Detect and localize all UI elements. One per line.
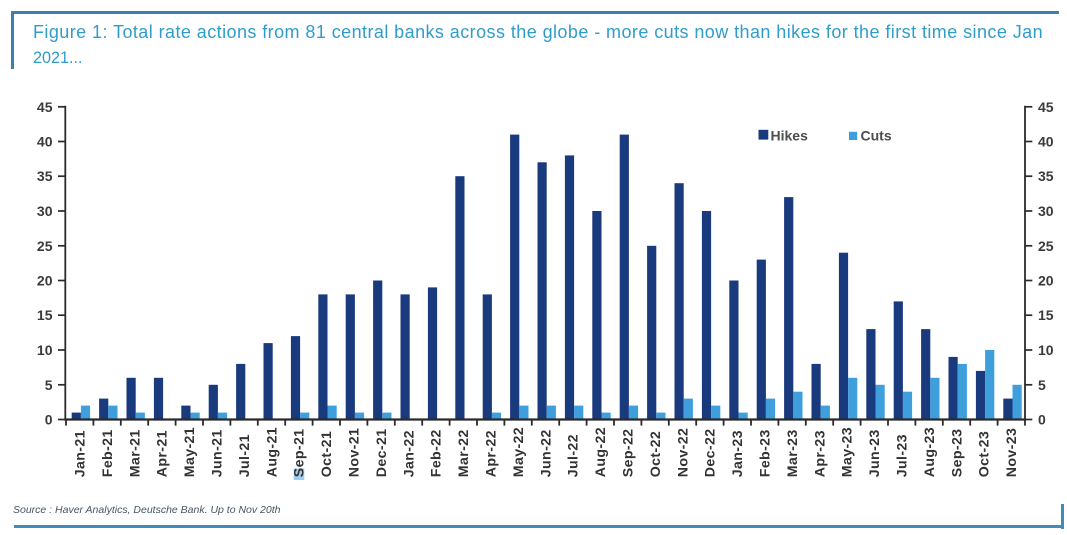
- svg-text:May-23: May-23: [840, 427, 856, 477]
- svg-text:Feb-23: Feb-23: [758, 429, 774, 477]
- svg-text:Feb-21: Feb-21: [100, 429, 116, 477]
- svg-text:Jan-23: Jan-23: [730, 430, 746, 477]
- svg-text:10: 10: [37, 342, 53, 358]
- svg-text:Sep-21: Sep-21: [292, 429, 308, 478]
- svg-text:Oct-23: Oct-23: [977, 431, 993, 477]
- svg-text:20: 20: [1038, 273, 1054, 289]
- svg-text:30: 30: [1038, 203, 1054, 219]
- svg-text:Oct-21: Oct-21: [319, 431, 335, 477]
- svg-text:Jun-23: Jun-23: [867, 429, 883, 477]
- svg-text:35: 35: [1038, 168, 1054, 184]
- svg-text:45: 45: [37, 99, 53, 115]
- svg-text:Jan-22: Jan-22: [401, 430, 417, 477]
- svg-text:Oct-22: Oct-22: [648, 431, 664, 477]
- svg-text:0: 0: [45, 412, 53, 428]
- svg-text:Jul-22: Jul-22: [566, 434, 582, 477]
- svg-text:Mar-22: Mar-22: [456, 429, 472, 477]
- svg-text:Aug-21: Aug-21: [264, 427, 280, 477]
- svg-text:15: 15: [1038, 307, 1054, 323]
- svg-text:Jan-21: Jan-21: [73, 430, 89, 477]
- svg-text:May-22: May-22: [511, 427, 527, 477]
- svg-text:40: 40: [37, 134, 53, 150]
- svg-text:Dec-22: Dec-22: [703, 429, 719, 478]
- svg-text:15: 15: [37, 307, 53, 323]
- svg-text:Dec-21: Dec-21: [374, 429, 390, 478]
- svg-text:40: 40: [1038, 134, 1054, 150]
- svg-text:Apr-22: Apr-22: [484, 430, 500, 477]
- svg-text:Apr-21: Apr-21: [155, 430, 171, 477]
- svg-text:Aug-23: Aug-23: [922, 427, 938, 477]
- svg-text:Jul-23: Jul-23: [895, 434, 911, 477]
- svg-text:20: 20: [37, 273, 53, 289]
- svg-text:30: 30: [37, 203, 53, 219]
- svg-text:Jun-22: Jun-22: [538, 429, 554, 477]
- svg-text:Jul-21: Jul-21: [237, 434, 253, 477]
- svg-text:May-21: May-21: [182, 427, 198, 477]
- svg-text:Sep-22: Sep-22: [621, 429, 637, 478]
- svg-text:Nov-23: Nov-23: [1004, 428, 1020, 477]
- svg-text:25: 25: [37, 238, 53, 254]
- svg-text:45: 45: [1038, 99, 1054, 115]
- svg-text:Feb-22: Feb-22: [429, 429, 445, 477]
- svg-text:Sep-23: Sep-23: [949, 429, 965, 478]
- svg-text:5: 5: [1038, 377, 1046, 393]
- svg-text:Apr-23: Apr-23: [812, 430, 828, 477]
- svg-text:Jun-21: Jun-21: [210, 429, 226, 477]
- svg-text:5: 5: [45, 377, 53, 393]
- svg-text:25: 25: [1038, 238, 1054, 254]
- svg-text:0: 0: [1038, 412, 1046, 428]
- svg-text:Nov-21: Nov-21: [347, 428, 363, 477]
- svg-text:Nov-22: Nov-22: [675, 428, 691, 477]
- svg-text:35: 35: [37, 168, 53, 184]
- svg-text:Mar-23: Mar-23: [785, 429, 801, 477]
- svg-text:Hikes: Hikes: [771, 128, 809, 144]
- svg-text:Aug-22: Aug-22: [593, 427, 609, 477]
- svg-text:10: 10: [1038, 342, 1054, 358]
- svg-text:Cuts: Cuts: [861, 128, 892, 144]
- svg-text:Mar-21: Mar-21: [127, 429, 143, 477]
